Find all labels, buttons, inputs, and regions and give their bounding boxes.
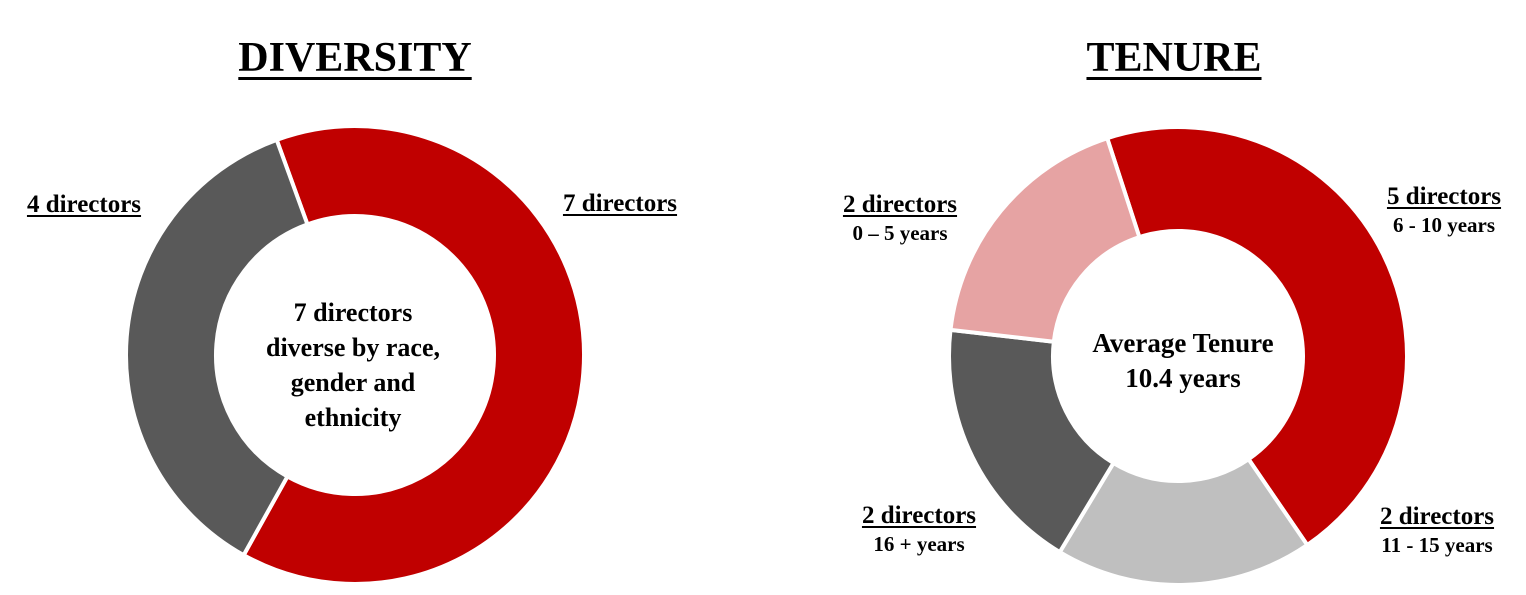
slice-count: 5 directors [1386,183,1502,210]
diversity-center-text: 7 directors diverse by race, gender and … [266,295,440,435]
slice-sublabel: 11 - 15 years [1381,533,1493,557]
donut-slice-diversity-0 [240,124,586,586]
center-line: ethnicity [304,403,402,432]
slice-count: 2 directors [861,502,977,529]
slice-label-6-10-years: 5 directors 6 - 10 years [1387,183,1501,238]
center-line: 7 directors [293,298,413,327]
slice-label-0-5-years: 2 directors 0 – 5 years [843,191,957,246]
donut-slice-tenure-0 [1104,125,1409,548]
donut-slice-tenure-1 [1056,456,1311,587]
tenure-panel: TENURE Average Tenure 10.4 years 5 direc… [760,0,1526,595]
slice-sublabel: 6 - 10 years [1392,213,1496,237]
center-line: 10.4 years [1125,363,1241,393]
slice-label-11-15-years: 2 directors 11 - 15 years [1380,503,1494,558]
diversity-donut-chart [124,124,586,586]
tenure-donut-chart [947,125,1409,587]
donut-slice-tenure-3 [948,135,1142,344]
slice-sublabel: 0 – 5 years [852,221,948,245]
center-line: gender and [290,368,416,397]
slice-count: 2 directors [1379,503,1495,530]
slice-count: 4 directors [26,191,142,218]
center-line: diverse by race, [265,333,441,362]
slice-count: 2 directors [842,191,958,218]
slice-label-4-directors: 4 directors [27,191,141,219]
donut-slice-diversity-1 [124,137,311,558]
slice-label-7-directors: 7 directors [563,190,677,218]
diversity-title: DIVERSITY [238,35,472,81]
tenure-title: TENURE [1086,35,1262,81]
diversity-panel: DIVERSITY 7 directors diverse by race, g… [0,0,760,595]
donut-slice-tenure-2 [947,327,1117,555]
slice-count: 7 directors [562,190,678,217]
center-line: Average Tenure [1092,328,1274,358]
tenure-center-text: Average Tenure 10.4 years [1092,326,1273,396]
slice-label-16-plus-years: 2 directors 16 + years [862,502,976,557]
slice-sublabel: 16 + years [873,532,965,556]
